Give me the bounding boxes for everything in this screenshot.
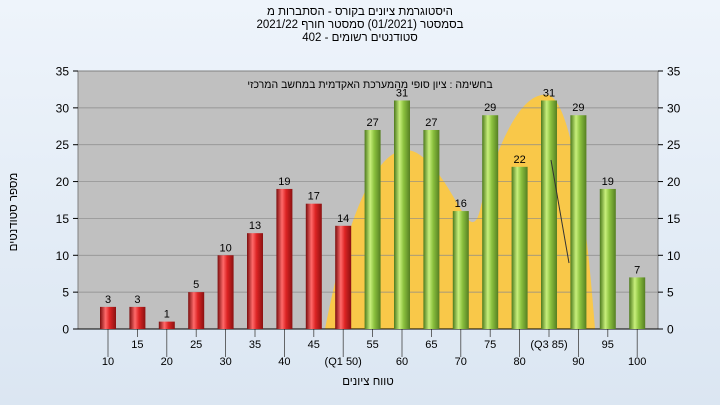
x-tick-label: 70 — [455, 356, 467, 368]
histogram-bar — [423, 129, 440, 329]
chart-subtitle-semester: בסמסטר (01/2021) סמסטר חורף 2021/22 — [256, 19, 464, 31]
histogram-bar — [541, 100, 557, 329]
y-axis-label: מספר סטודנטים — [8, 172, 20, 252]
x-tick-label: 95 — [602, 339, 614, 351]
mean-marker-line — [550, 159, 570, 264]
bar-value-label: 3 — [105, 294, 111, 306]
histogram-bar — [158, 321, 175, 329]
histogram-bar — [217, 255, 234, 329]
x-tick-label: (Q1 50) — [325, 356, 362, 368]
bar-value-label: 22 — [513, 154, 525, 166]
x-tick-label: 45 — [308, 339, 320, 351]
y-tick-label: 15 — [56, 212, 70, 226]
histogram-bar — [305, 203, 322, 329]
x-tick-label: 100 — [628, 356, 646, 368]
histogram-bar — [511, 166, 528, 329]
bar-value-label: 1 — [164, 309, 170, 321]
bar-value-label: 5 — [193, 279, 199, 291]
x-axis-label: טווח ציונים — [342, 376, 394, 388]
y-tick-label-right: 0 — [667, 323, 674, 337]
histogram-bar — [452, 211, 469, 329]
histogram-bar — [482, 115, 499, 329]
y-tick-label-right: 20 — [667, 175, 681, 189]
histogram-bar — [570, 115, 587, 329]
bar-value-label: 10 — [219, 242, 231, 254]
bar-value-label: 31 — [543, 87, 555, 99]
y-tick-label: 30 — [56, 101, 70, 115]
y-tick-label: 10 — [56, 249, 70, 263]
bar-value-label: 16 — [455, 198, 467, 210]
x-tick-label: 80 — [513, 356, 525, 368]
histogram-bar — [247, 233, 263, 329]
y-tick-label-right: 15 — [667, 212, 681, 226]
y-tick-label: 5 — [62, 286, 69, 300]
histogram-bar — [629, 277, 646, 329]
bar-value-label: 7 — [634, 264, 640, 276]
chart-annotation: בחשימה : ציון סופי מהמערכת האקדמית במחשב… — [247, 79, 492, 91]
bar-value-label: 19 — [602, 176, 614, 188]
x-tick-label: 25 — [190, 339, 202, 351]
bar-value-label: 19 — [278, 176, 290, 188]
bar-value-label: 29 — [484, 102, 496, 114]
bar-value-label: 3 — [134, 294, 140, 306]
bar-value-label: 31 — [396, 87, 408, 99]
y-tick-label: 0 — [62, 323, 69, 337]
histogram-bar — [394, 100, 410, 329]
bar-value-label: 27 — [425, 117, 437, 129]
x-tick-label: 75 — [484, 339, 496, 351]
bar-value-label: 17 — [308, 191, 320, 203]
bar-value-label: 14 — [337, 213, 349, 225]
y-tick-label-right: 10 — [667, 249, 681, 263]
x-tick-label: (Q3 85) — [530, 339, 567, 351]
bar-value-label: 27 — [366, 117, 378, 129]
y-tick-label-right: 30 — [667, 101, 681, 115]
bar-value-label: 13 — [249, 220, 261, 232]
x-tick-label: 35 — [249, 339, 261, 351]
x-tick-label: 10 — [102, 356, 114, 368]
x-tick-label: 40 — [278, 356, 290, 368]
y-tick-label-right: 25 — [667, 138, 681, 152]
histogram-bar — [188, 292, 205, 329]
y-tick-label: 20 — [56, 175, 70, 189]
chart-subtitle-students: סטודנטים רשומים - 402 — [302, 32, 418, 44]
x-tick-label: 90 — [572, 356, 584, 368]
histogram-bar — [364, 129, 381, 329]
histogram-bar — [276, 188, 293, 329]
chart-title: היסטוגרמת ציונים בקורס - הסתברות מ — [267, 6, 453, 18]
x-tick-label: 20 — [161, 356, 173, 368]
x-tick-label: 55 — [366, 339, 378, 351]
y-tick-label-right: 5 — [667, 286, 674, 300]
histogram-bar — [335, 225, 352, 329]
histogram-bar — [129, 306, 146, 329]
y-tick-label: 35 — [56, 65, 70, 79]
bar-value-label: 29 — [572, 102, 584, 114]
x-tick-label: 60 — [396, 356, 408, 368]
x-tick-label: 65 — [425, 339, 437, 351]
chart-title-block: היסטוגרמת ציונים בקורס - הסתברות מ בסמסט… — [0, 6, 720, 45]
histogram-bar — [599, 188, 616, 329]
x-tick-label: 15 — [131, 339, 143, 351]
x-tick-label: 30 — [219, 356, 231, 368]
histogram-bar — [100, 306, 116, 329]
y-tick-label-right: 35 — [667, 65, 681, 79]
y-tick-label: 25 — [56, 138, 70, 152]
